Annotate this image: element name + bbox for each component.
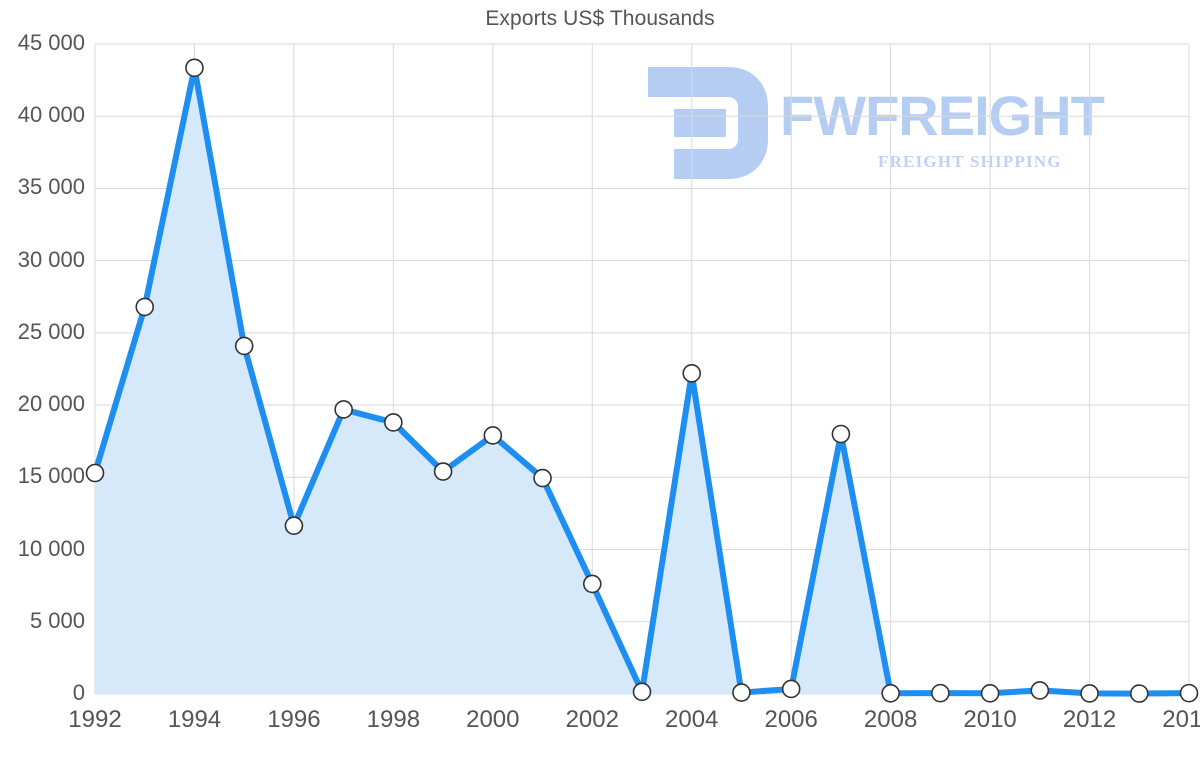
- series-area-fill: [95, 67, 1189, 694]
- x-axis-tick-label: 1994: [167, 706, 222, 733]
- x-axis-tick-label: 2004: [665, 706, 719, 733]
- data-point-marker[interactable]: [185, 58, 204, 78]
- data-point-marker[interactable]: [980, 683, 1000, 703]
- y-axis-tick-label: 20 000: [17, 391, 85, 417]
- x-axis-tick-label: 1998: [366, 706, 421, 733]
- chart-title: Exports US$ Thousands: [485, 7, 715, 30]
- data-point-marker[interactable]: [284, 516, 304, 536]
- data-point-marker[interactable]: [1080, 684, 1099, 703]
- y-axis-tick-label: 25 000: [17, 318, 85, 344]
- data-point-marker[interactable]: [582, 574, 602, 594]
- x-axis-tick-label: 2002: [565, 706, 619, 733]
- y-axis-tick-label: 45 000: [17, 30, 85, 55]
- x-axis-tick-label: 2006: [764, 706, 818, 733]
- data-point-marker[interactable]: [1179, 683, 1199, 703]
- data-point-marker[interactable]: [85, 463, 105, 483]
- data-point-marker[interactable]: [135, 297, 155, 317]
- x-axis-tick-label: 2008: [863, 706, 918, 733]
- data-point-marker[interactable]: [732, 683, 751, 702]
- x-axis-tick-label: 2012: [1062, 706, 1117, 733]
- data-point-marker[interactable]: [931, 683, 950, 703]
- y-axis-tick-label: 35 000: [17, 174, 85, 200]
- data-point-marker[interactable]: [831, 424, 851, 444]
- x-axis-tick-label: 2000: [466, 706, 520, 733]
- x-axis-tick-label: 1992: [68, 706, 122, 733]
- data-point-marker[interactable]: [433, 462, 453, 481]
- y-axis-tick-label: 15 000: [17, 463, 85, 489]
- data-point-marker[interactable]: [1030, 681, 1050, 700]
- data-point-marker[interactable]: [881, 683, 900, 703]
- data-point-marker[interactable]: [483, 426, 503, 445]
- data-point-marker[interactable]: [1129, 684, 1149, 703]
- data-point-marker[interactable]: [384, 413, 403, 432]
- data-point-marker[interactable]: [234, 336, 254, 356]
- x-axis-tick-label: 1996: [267, 706, 321, 733]
- data-point-marker[interactable]: [632, 682, 652, 702]
- data-point-marker[interactable]: [334, 400, 353, 419]
- x-axis-tick-label: 2010: [963, 706, 1017, 733]
- data-point-marker[interactable]: [533, 468, 552, 488]
- y-axis-tick-label: 5 000: [29, 607, 85, 633]
- y-axis-tick-label: 30 000: [17, 246, 85, 272]
- y-axis-tick-label: 10 000: [17, 535, 85, 561]
- series-markers: [85, 58, 1199, 703]
- y-axis-tick-label: 0: [72, 680, 85, 705]
- y-axis-tick-label: 40 000: [17, 102, 85, 128]
- data-point-marker[interactable]: [781, 679, 801, 699]
- x-axis-tick-label: 2014: [1162, 706, 1200, 733]
- data-point-marker[interactable]: [682, 364, 702, 383]
